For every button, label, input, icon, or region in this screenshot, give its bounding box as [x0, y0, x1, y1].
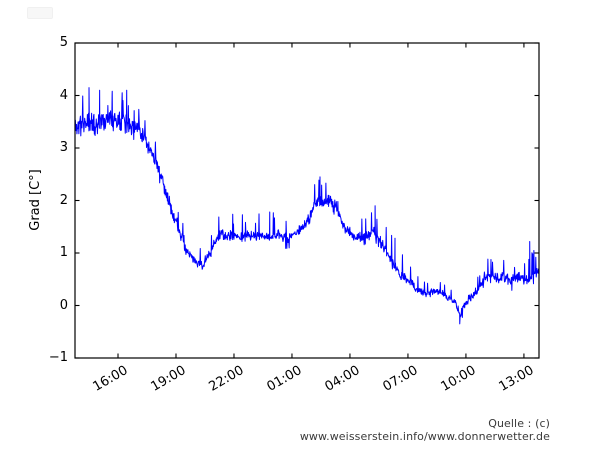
y-tick-label: 3	[59, 140, 68, 155]
faint-corner-artifact-icon	[27, 7, 53, 19]
y-tick-label: −1	[48, 350, 68, 365]
y-tick-label: 0	[59, 297, 68, 313]
y-tick-label: 1	[59, 245, 68, 260]
temperature-line	[74, 87, 540, 325]
y-tick-label: 5	[59, 35, 68, 50]
plot-area	[74, 42, 540, 359]
y-tick-label: 2	[59, 192, 68, 208]
y-tick-label: 4	[59, 87, 68, 103]
source-caption: Quelle : (c) www.weisserstein.info/www.d…	[299, 417, 550, 443]
axes-frame	[74, 42, 540, 359]
